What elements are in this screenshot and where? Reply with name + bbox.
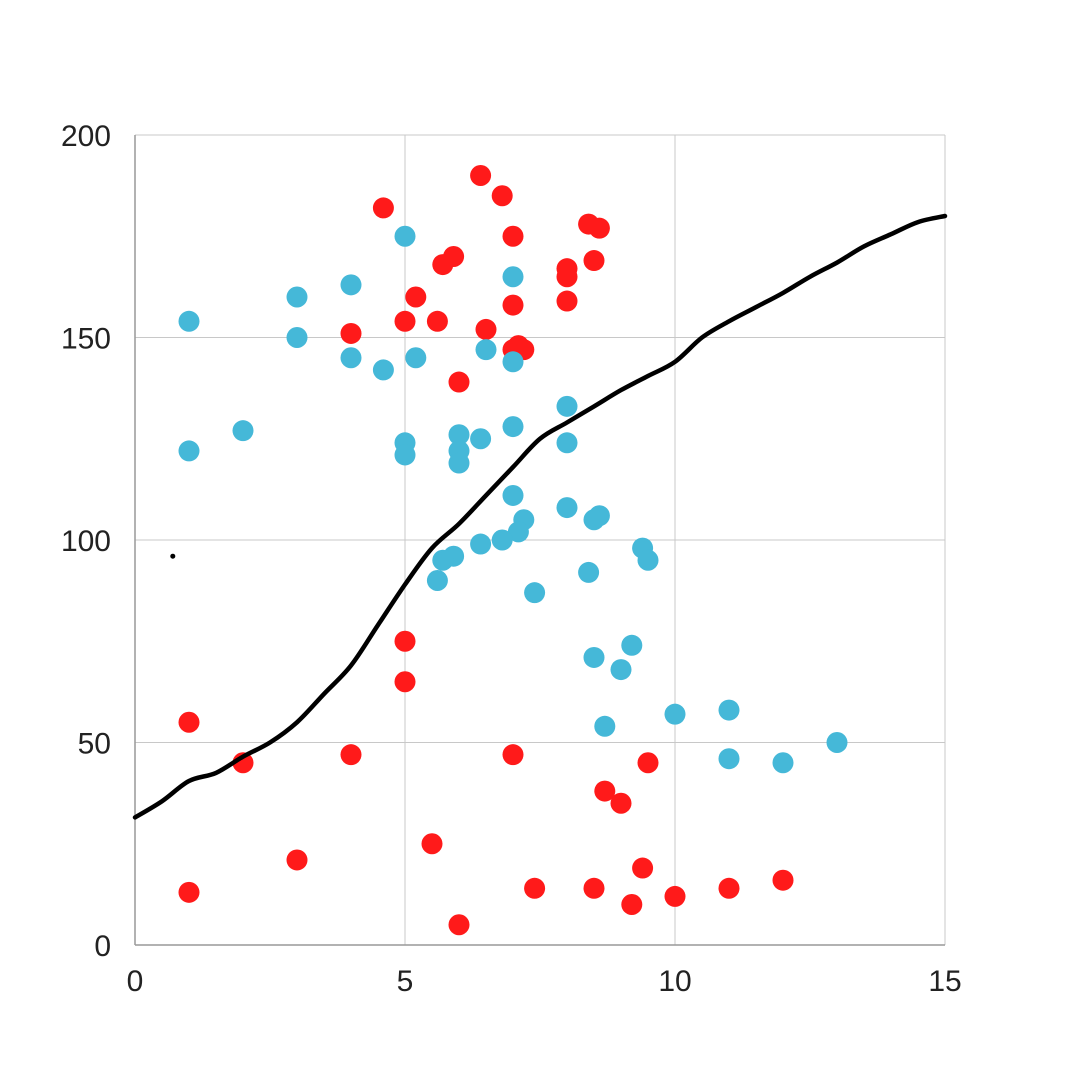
scatter-point-series-2 [426,570,448,591]
scatter-point-series-1 [286,849,308,871]
scatter-point-series-2 [718,699,740,721]
scatter-point-series-2 [588,505,610,527]
trend-curve [132,213,948,820]
scatter-point-series-1 [502,744,524,766]
y-tick-label: 0 [94,930,111,963]
scatter-point-series-1 [621,894,643,915]
scatter-point-series-1 [556,266,578,288]
scatter-point-series-1 [491,185,513,207]
scatter-point-series-2 [448,424,470,446]
x-tick-label: 0 [127,965,144,998]
scatter-point-series-2 [372,359,394,381]
scatter-point-series-1 [405,286,427,308]
data-points [170,165,848,936]
scatter-point-series-2 [664,703,686,725]
scatter-point-series-2 [556,432,578,454]
scatter-point-series-2 [470,428,492,450]
scatter-point-series-1 [718,877,740,899]
gridlines [134,134,946,946]
scatter-point-series-1 [443,246,465,267]
scatter-point-series-2 [772,752,794,774]
scatter-point-series-2 [556,395,578,417]
scatter-point-series-1 [421,833,443,855]
scatter-point-series-2 [637,549,659,571]
scatter-point-series-1 [340,744,362,766]
scatter-point-series-1 [772,869,794,891]
scatter-point-series-1 [588,217,610,239]
scatter-point-series-1 [394,630,416,652]
scatter-point-series-1 [372,197,394,219]
scatter-point-series-2 [405,347,427,369]
y-tick-label: 100 [61,525,111,558]
scatter-point-series-1 [394,310,416,332]
scatter-point-series-1 [664,885,686,907]
scatter-point-series-2 [502,484,524,506]
scatter-point-series-1 [340,322,362,344]
scatter-point-series-1 [502,225,524,247]
scatter-point-series-1 [448,914,470,936]
scatter-point-series-1 [524,877,546,899]
scatter-point-series-1 [178,881,200,903]
scatter-point-series-2 [502,351,524,373]
scatter-point-series-2 [502,416,524,438]
scatter-point-series-1 [583,250,605,272]
scatter-point-series-2 [594,715,616,737]
scatter-point-series-2 [286,286,308,308]
scatter-point-series-2 [610,659,632,681]
scatter-point-series-2 [507,521,529,543]
scatter-point-series-1 [556,290,578,312]
scatter-point-series-1 [637,752,659,774]
x-tick-label: 5 [397,965,414,998]
scatter-point-series-2 [718,748,740,770]
scatter-point-series-2 [232,420,254,442]
y-tick-label: 50 [78,728,111,761]
scatter-point-series-2 [826,732,848,753]
scatter-point-series-2 [286,327,308,348]
scatter-point-series-1 [583,877,605,899]
scatter-point-series-2 [448,452,470,474]
scatter-point-series-1 [178,711,200,733]
scatter-point-series-1 [475,318,497,340]
y-tick-label: 200 [61,120,111,153]
scatter-point-series-2 [340,347,362,369]
x-tick-label: 15 [928,965,961,998]
scatter-point-series-1 [610,792,632,814]
axes [134,135,945,946]
scatter-point-series-2 [578,561,600,583]
scatter-point-series-2 [556,497,578,519]
scatter-point-series-2 [340,274,362,296]
scatter-point-series-1 [448,371,470,393]
stray-dot [170,553,176,559]
scatter-point-series-2 [475,339,497,361]
scatter-point-series-1 [394,671,416,693]
trend-curve-line [132,213,948,820]
scatter-point-series-2 [394,225,416,247]
scatter-point-series-2 [502,266,524,288]
x-tick-label: 10 [658,965,691,998]
scatter-point-series-1 [426,310,448,332]
scatter-point-series-1 [632,857,654,879]
scatter-point-series-2 [178,310,200,332]
scatter-point-series-2 [583,646,605,668]
scatter-point-series-1 [470,165,492,186]
scatter-point-series-2 [621,634,643,656]
scatter-point-series-2 [470,533,492,555]
scatter-point-series-2 [491,529,513,551]
scatter-point-series-2 [432,549,454,571]
scatter-point-series-1 [502,294,524,316]
scatter-point-series-2 [178,440,200,462]
scatter-point-series-2 [394,444,416,466]
scatter-point-series-2 [524,582,546,604]
scatter-point-series-1 [594,780,616,802]
y-tick-label: 150 [61,323,111,356]
